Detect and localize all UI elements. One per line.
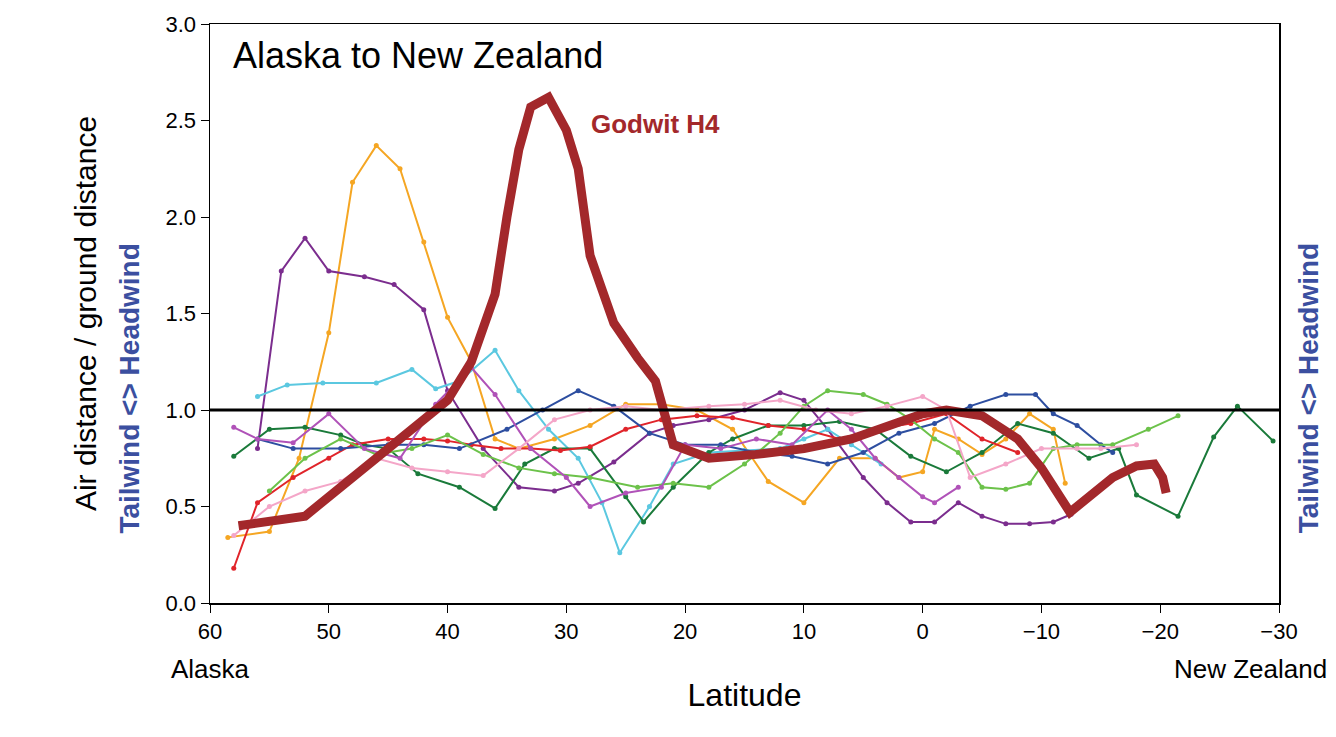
svg-text:3.0: 3.0: [166, 12, 197, 37]
svg-text:Godwit H4: Godwit H4: [591, 109, 720, 139]
svg-text:Alaska to New Zealand: Alaska to New Zealand: [233, 35, 603, 76]
svg-text:0.5: 0.5: [166, 494, 197, 519]
svg-text:1.5: 1.5: [166, 301, 197, 326]
svg-text:0: 0: [917, 619, 929, 644]
svg-text:2.5: 2.5: [166, 108, 197, 133]
svg-text:New Zealand: New Zealand: [1174, 654, 1327, 684]
svg-text:−30: −30: [1260, 619, 1297, 644]
svg-text:2.0: 2.0: [166, 205, 197, 230]
svg-text:Tailwind <> Headwind: Tailwind <> Headwind: [114, 243, 145, 533]
svg-text:1.0: 1.0: [166, 398, 197, 423]
svg-text:Tailwind <> Headwind: Tailwind <> Headwind: [1293, 243, 1324, 533]
svg-text:50: 50: [317, 619, 341, 644]
svg-text:0.0: 0.0: [166, 591, 197, 616]
svg-text:Latitude: Latitude: [688, 677, 802, 713]
svg-text:10: 10: [792, 619, 816, 644]
svg-text:40: 40: [435, 619, 459, 644]
svg-text:30: 30: [554, 619, 578, 644]
svg-text:Air distance / ground distance: Air distance / ground distance: [69, 116, 102, 511]
svg-text:Alaska: Alaska: [171, 654, 250, 684]
svg-text:−10: −10: [1023, 619, 1060, 644]
svg-text:60: 60: [198, 619, 222, 644]
svg-text:−20: −20: [1142, 619, 1179, 644]
svg-text:20: 20: [673, 619, 697, 644]
